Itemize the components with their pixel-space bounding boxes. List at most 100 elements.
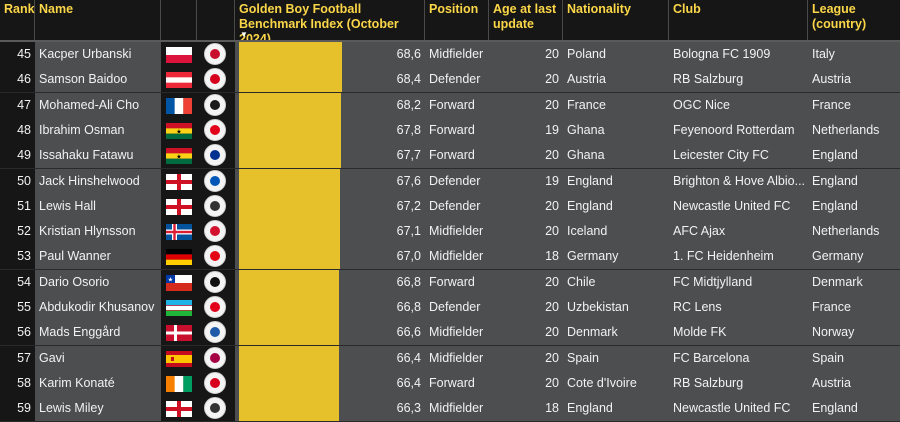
table-row[interactable]: 56 Mads Enggård 66,6 Midfielder 20 Denmark Mol…	[0, 320, 900, 347]
table-row[interactable]: 45 Kacper Urbanski 68,6 Midfielder 20 Poland B…	[0, 42, 900, 68]
rank-cell: 53	[0, 244, 35, 270]
age-cell: 18	[489, 396, 563, 422]
rank-cell: 50	[0, 168, 35, 194]
name-cell: Paul Wanner	[35, 244, 161, 270]
table-row[interactable]: 59 Lewis Miley 66,3 Midfielder 18 England Newc…	[0, 396, 900, 422]
age-cell: 20	[489, 269, 563, 295]
crest-cell	[197, 269, 235, 295]
index-bar	[239, 42, 342, 67]
name-cell: Lewis Miley	[35, 396, 161, 422]
age-cell: 20	[489, 42, 563, 67]
header-index[interactable]: Golden Boy Football Benchmark Index (Oct…	[235, 0, 425, 46]
salzburg-crest-icon	[204, 371, 226, 394]
sort-descending-icon[interactable]: ▼	[240, 30, 248, 39]
club-cell: FC Midtjylland	[669, 269, 808, 295]
header-age[interactable]: Age at last update	[489, 0, 563, 40]
index-cell: 68,6	[235, 42, 425, 67]
header-crest	[197, 0, 235, 40]
nationality-cell: Denmark	[563, 320, 669, 346]
ghana-flag-icon: ★	[166, 148, 192, 165]
index-bar	[239, 370, 339, 396]
table-row[interactable]: 48 Ibrahim Osman ★ 67,8 Forward 19 Ghana Feyeno…	[0, 117, 900, 144]
table-row[interactable]: 47 Mohamed-Ali Cho 68,2 Forward 20 France OGC …	[0, 92, 900, 119]
age-cell: 19	[489, 117, 563, 143]
index-cell: 68,2	[235, 92, 425, 118]
club-cell: Brighton & Hove Albio...	[669, 168, 808, 194]
header-club[interactable]: Club	[669, 0, 808, 40]
table-row[interactable]: 55 Abdukodir Khusanov 66,8 Defender 20 Uzbeki…	[0, 295, 900, 321]
crest-cell	[197, 168, 235, 194]
barcelona-crest-icon	[204, 346, 226, 369]
nationality-cell: Germany	[563, 244, 669, 270]
bologna-crest-icon	[204, 43, 226, 65]
table-row[interactable]: 54 Dario Osorio ★ 66,8 Forward 20 Chile FC Midt…	[0, 269, 900, 296]
club-cell: RB Salzburg	[669, 67, 808, 93]
header-position[interactable]: Position	[425, 0, 489, 40]
header-league[interactable]: League (country)	[812, 2, 867, 31]
index-value: 66,6	[396, 325, 421, 340]
table-header: Rank Name Golden Boy Football Benchmark …	[0, 0, 900, 46]
position-cell: Midfielder	[425, 396, 489, 422]
england-flag-icon	[166, 173, 192, 190]
league-cell: Austria	[808, 370, 900, 396]
denmark-flag-icon	[166, 325, 192, 342]
table-row[interactable]: 52 Kristian Hlynsson 67,1 Midfielder 20 Icela…	[0, 219, 900, 246]
flag-cell	[161, 396, 197, 422]
rank-cell: 45	[0, 42, 35, 67]
name-cell: Lewis Hall	[35, 193, 161, 219]
flag-cell	[161, 320, 197, 346]
header-name[interactable]: Name	[35, 0, 161, 40]
club-cell: FC Barcelona	[669, 345, 808, 371]
league-cell: Austria	[808, 67, 900, 93]
name-cell: Mohamed-Ali Cho	[35, 92, 161, 118]
uzbekistan-flag-icon	[166, 300, 192, 316]
age-cell: 20	[489, 143, 563, 169]
club-cell: Leicester City FC	[669, 143, 808, 169]
flag-cell	[161, 244, 197, 270]
table-row[interactable]: 51 Lewis Hall 67,2 Defender 20 England Newcast…	[0, 193, 900, 220]
table-row[interactable]: 46 Samson Baidoo 68,4 Defender 20 Austria RB S…	[0, 67, 900, 94]
rank-cell: 54	[0, 269, 35, 295]
index-value: 66,3	[396, 401, 421, 416]
flag-cell	[161, 370, 197, 396]
rank-cell: 49	[0, 143, 35, 169]
index-cell: 68,4	[235, 67, 425, 93]
position-cell: Defender	[425, 67, 489, 93]
table-row[interactable]: 57 Gavi 66,4 Midfielder 20 Spain FC Barcelona S…	[0, 345, 900, 372]
crest-cell	[197, 320, 235, 346]
germany-flag-icon	[166, 249, 192, 266]
header-nationality[interactable]: Nationality	[563, 0, 669, 40]
position-cell: Forward	[425, 92, 489, 118]
index-bar	[239, 143, 341, 169]
table-row[interactable]: 58 Karim Konaté 66,4 Forward 20 Cote d'Ivoire…	[0, 370, 900, 397]
position-cell: Forward	[425, 143, 489, 169]
league-cell: Denmark	[808, 269, 900, 295]
club-cell: Feyenoord Rotterdam	[669, 117, 808, 143]
index-cell: 67,2	[235, 193, 425, 219]
league-cell: England	[808, 143, 900, 169]
table-row[interactable]: 53 Paul Wanner 67,0 Midfielder 18 Germany 1. F…	[0, 244, 900, 271]
index-cell: 67,0	[235, 244, 425, 270]
iceland-flag-icon	[166, 224, 192, 241]
table-row[interactable]: 50 Jack Hinshelwood 67,6 Defender 19 England B…	[0, 168, 900, 195]
position-cell: Midfielder	[425, 320, 489, 346]
ajax-crest-icon	[204, 220, 226, 243]
position-cell: Midfielder	[425, 219, 489, 245]
crest-cell	[197, 370, 235, 396]
index-bar	[239, 269, 339, 295]
index-value: 66,8	[396, 300, 421, 314]
club-cell: Newcastle United FC	[669, 396, 808, 422]
header-rank[interactable]: Rank	[0, 0, 35, 40]
league-cell: Germany	[808, 244, 900, 270]
table-row[interactable]: 49 Issahaku Fatawu ★ 67,7 Forward 20 Ghana Leic…	[0, 143, 900, 170]
club-cell: AFC Ajax	[669, 219, 808, 245]
flag-cell: ★	[161, 143, 197, 169]
header-flag	[161, 0, 197, 40]
nationality-cell: Ghana	[563, 143, 669, 169]
league-cell: England	[808, 168, 900, 194]
index-value: 67,2	[396, 198, 421, 213]
nationality-cell: Ghana	[563, 117, 669, 143]
index-bar	[239, 320, 339, 346]
nationality-cell: Spain	[563, 345, 669, 371]
